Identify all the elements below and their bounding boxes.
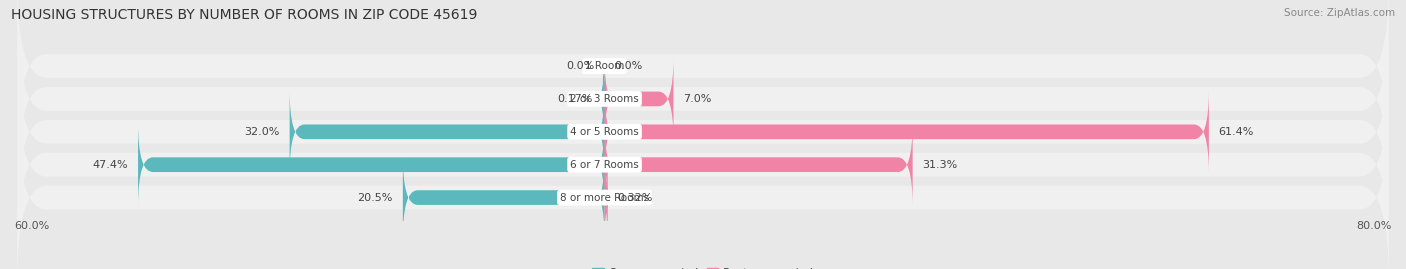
Text: 0.32%: 0.32% — [617, 193, 652, 203]
Text: 20.5%: 20.5% — [357, 193, 392, 203]
Text: 1 Room: 1 Room — [585, 61, 624, 71]
Text: 60.0%: 60.0% — [14, 221, 49, 231]
Text: 61.4%: 61.4% — [1219, 127, 1254, 137]
Text: 0.0%: 0.0% — [614, 61, 643, 71]
FancyBboxPatch shape — [605, 123, 912, 207]
FancyBboxPatch shape — [593, 155, 619, 239]
FancyBboxPatch shape — [17, 12, 1389, 186]
Text: 2 or 3 Rooms: 2 or 3 Rooms — [571, 94, 638, 104]
Text: 8 or more Rooms: 8 or more Rooms — [560, 193, 650, 203]
Text: 80.0%: 80.0% — [1357, 221, 1392, 231]
Text: Source: ZipAtlas.com: Source: ZipAtlas.com — [1284, 8, 1395, 18]
Text: 7.0%: 7.0% — [683, 94, 711, 104]
FancyBboxPatch shape — [138, 123, 605, 207]
Text: 0.0%: 0.0% — [567, 61, 595, 71]
Text: 47.4%: 47.4% — [93, 160, 128, 170]
FancyBboxPatch shape — [589, 57, 617, 141]
FancyBboxPatch shape — [17, 111, 1389, 269]
FancyBboxPatch shape — [605, 57, 673, 141]
FancyBboxPatch shape — [17, 45, 1389, 219]
Text: 31.3%: 31.3% — [922, 160, 957, 170]
FancyBboxPatch shape — [17, 0, 1389, 153]
Text: 4 or 5 Rooms: 4 or 5 Rooms — [571, 127, 638, 137]
FancyBboxPatch shape — [402, 155, 605, 239]
Text: 6 or 7 Rooms: 6 or 7 Rooms — [571, 160, 638, 170]
FancyBboxPatch shape — [290, 90, 605, 174]
Text: 32.0%: 32.0% — [245, 127, 280, 137]
FancyBboxPatch shape — [605, 90, 1209, 174]
Legend: Owner-occupied, Renter-occupied: Owner-occupied, Renter-occupied — [588, 264, 818, 269]
Text: 0.17%: 0.17% — [558, 94, 593, 104]
Text: HOUSING STRUCTURES BY NUMBER OF ROOMS IN ZIP CODE 45619: HOUSING STRUCTURES BY NUMBER OF ROOMS IN… — [11, 8, 478, 22]
FancyBboxPatch shape — [17, 78, 1389, 252]
